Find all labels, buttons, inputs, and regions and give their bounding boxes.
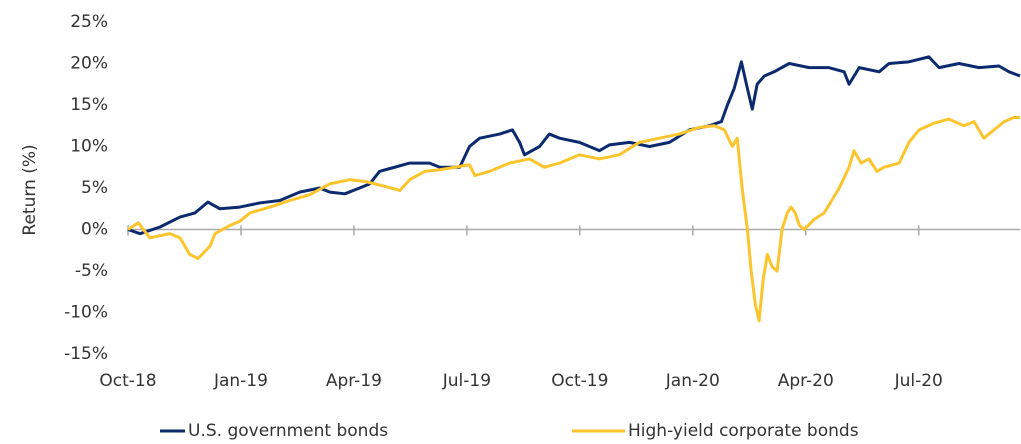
x-tick-label: Apr-19 [326,371,382,391]
x-tick-label: Jul-19 [442,371,491,391]
y-axis-title: Return (%) [20,144,40,235]
y-tick-label: 20% [70,54,108,74]
y-tick-label: 25% [70,12,108,32]
data-line [127,115,1020,323]
legend-label: U.S. government bonds [188,421,388,441]
x-tick-label: Jul-20 [894,371,943,391]
y-tick-label: -10% [64,303,108,323]
y-tick-label: 10% [70,137,108,157]
data-line [127,55,1021,236]
y-tick-label: 15% [70,95,108,115]
x-tick-label: Jan-19 [213,371,268,391]
x-tick-label: Jan-20 [665,371,720,391]
legend-label: High-yield corporate bonds [628,421,859,441]
y-tick-label: 0% [81,220,108,240]
x-tick-label: Apr-20 [778,371,834,391]
x-tick-label: Oct-18 [99,371,156,391]
y-tick-label: 5% [81,178,108,198]
y-tick-label: -15% [64,344,108,364]
y-tick-label: -5% [75,261,108,281]
x-tick-label: Oct-19 [551,371,608,391]
